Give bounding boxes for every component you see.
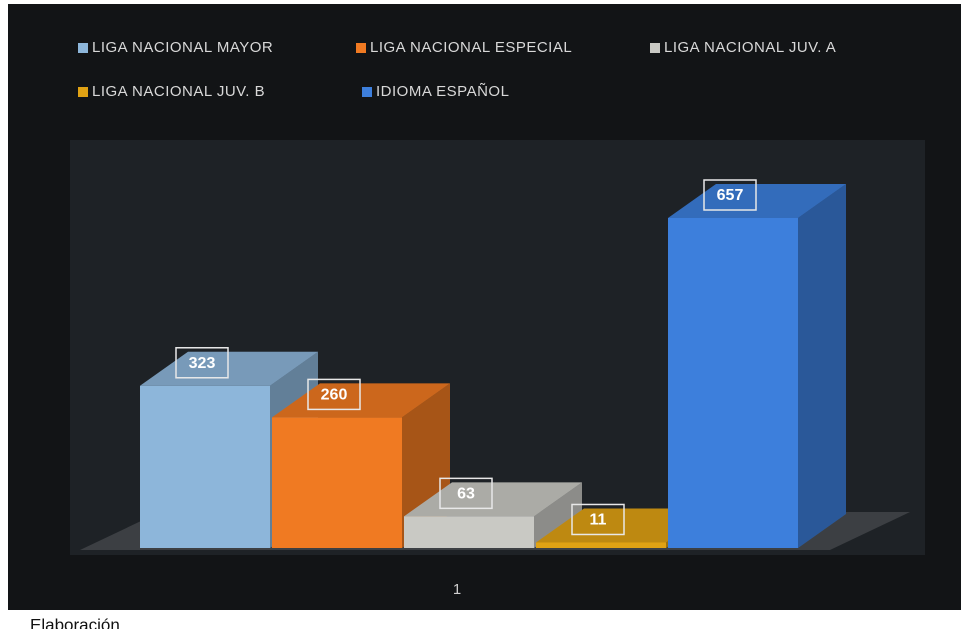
bar (140, 385, 270, 548)
caption: Elaboración (30, 615, 120, 629)
legend-swatch (356, 43, 366, 53)
shade (798, 184, 846, 548)
legend-swatch (650, 43, 660, 53)
bar (404, 516, 534, 548)
data-label-box (571, 503, 625, 536)
legend-swatch (78, 87, 88, 97)
legend-label: LIGA NACIONAL JUV. A (664, 39, 836, 56)
bar-side (798, 184, 846, 548)
bar (536, 542, 666, 548)
data-label: 63 (457, 486, 475, 503)
data-label: 11 (590, 512, 607, 529)
data-label-box (439, 477, 493, 510)
data-label: 323 (189, 355, 216, 372)
legend-label: LIGA NACIONAL MAYOR (92, 39, 273, 56)
legend-label: LIGA NACIONAL ESPECIAL (370, 39, 572, 56)
legend-label: LIGA NACIONAL JUV. B (92, 83, 265, 100)
data-label: 260 (321, 387, 348, 404)
shade (534, 482, 582, 548)
data-label-box (307, 378, 361, 411)
bar (272, 417, 402, 548)
bar-side (534, 482, 582, 548)
data-label: 657 (717, 187, 744, 204)
data-label-box (703, 179, 757, 211)
legend-swatch (78, 43, 88, 53)
x-tick-label: 1 (453, 581, 461, 598)
legend-swatch (362, 87, 372, 97)
data-label-box (175, 347, 229, 379)
bar (668, 218, 798, 548)
legend-label: IDIOMA ESPAÑOL (376, 83, 509, 100)
